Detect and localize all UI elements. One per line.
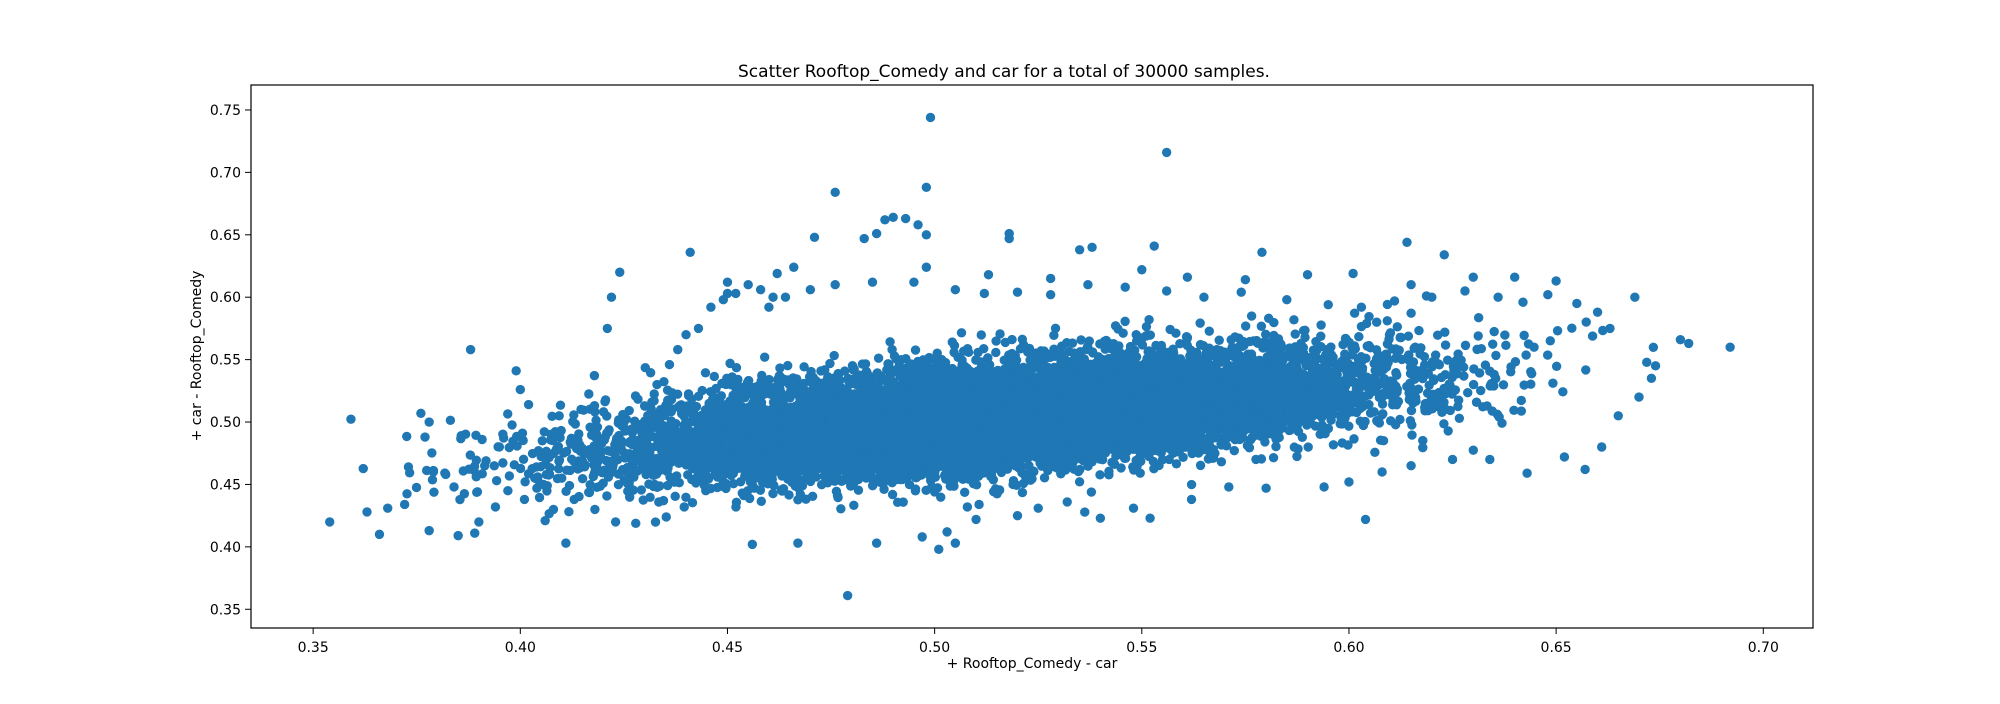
scatter-point: [1463, 387, 1473, 398]
scatter-point: [873, 353, 884, 363]
scatter-point: [853, 485, 864, 495]
scatter-point: [1365, 408, 1376, 418]
scatter-point: [910, 345, 921, 355]
scatter-point: [1086, 487, 1097, 497]
scatter-point: [1316, 423, 1327, 433]
scatter-point: [1418, 435, 1428, 446]
scatter-point: [1370, 447, 1380, 458]
scatter-point: [1110, 321, 1121, 331]
scatter-point: [1406, 405, 1417, 416]
scatter-point: [709, 371, 720, 382]
scatter-point: [687, 498, 698, 508]
scatter-point: [645, 368, 656, 378]
scatter-point: [775, 363, 785, 373]
scatter-point: [358, 463, 368, 474]
scatter-point: [465, 450, 475, 460]
scatter-point: [1409, 343, 1419, 354]
scatter-point: [584, 389, 594, 399]
scatter-point: [1095, 470, 1105, 480]
scatter-point: [1516, 406, 1527, 416]
scatter-point: [1567, 323, 1577, 333]
plot-area: [250, 84, 1814, 629]
scatter-point: [1144, 315, 1154, 325]
scatter-point: [1118, 328, 1128, 338]
scatter-point: [1509, 405, 1519, 416]
scatter-point: [556, 425, 566, 436]
scatter-point: [1137, 340, 1148, 350]
scatter-point: [561, 486, 571, 497]
scatter-point: [504, 471, 515, 481]
scatter-point: [1175, 338, 1185, 349]
scatter-point: [1195, 460, 1206, 471]
scatter-point: [1050, 323, 1061, 334]
scatter-point: [1558, 387, 1568, 397]
scatter-point: [564, 507, 574, 517]
scatter-point: [1229, 445, 1239, 456]
scatter-point: [1349, 308, 1360, 318]
scatter-point: [1500, 330, 1510, 340]
points-layer: [325, 112, 1735, 601]
scatter-point: [728, 479, 739, 489]
scatter-point: [537, 436, 547, 446]
scatter-point: [1442, 355, 1453, 365]
scatter-point: [679, 502, 689, 512]
scatter-point: [1395, 332, 1405, 343]
scatter-point: [1468, 379, 1479, 390]
scatter-point: [1648, 342, 1659, 353]
scatter-point: [1392, 322, 1403, 332]
scatter-point: [346, 414, 356, 424]
scatter-point: [1204, 326, 1214, 336]
chart-title: Scatter Rooftop_Comedy and car for a tot…: [738, 62, 1270, 82]
scatter-point: [507, 420, 517, 430]
scatter-point: [1407, 430, 1417, 440]
scatter-point: [867, 480, 878, 491]
scatter-point: [402, 489, 412, 499]
scatter-point: [1382, 316, 1392, 326]
scatter-point: [598, 407, 609, 417]
scatter-point: [1403, 331, 1414, 341]
scatter-point: [1316, 320, 1326, 330]
scatter-point: [1149, 463, 1159, 474]
scatter-point: [1084, 336, 1094, 346]
scatter-point: [1552, 326, 1563, 336]
scatter-point: [829, 350, 839, 361]
scatter-point: [1406, 308, 1416, 318]
scatter-point: [553, 464, 564, 474]
scatter-point: [1378, 436, 1389, 446]
scatter-point: [681, 492, 691, 503]
scatter-point: [700, 368, 711, 378]
scatter-point: [555, 400, 566, 410]
scatter-point: [1418, 442, 1428, 453]
scatter-point: [1039, 473, 1050, 483]
scatter-point: [962, 502, 973, 512]
scatter-point: [554, 411, 564, 421]
scatter-point: [1488, 339, 1498, 349]
scatter-point: [1344, 421, 1354, 431]
scatter-point: [1378, 409, 1388, 419]
scatter-point: [1323, 423, 1334, 434]
scatter-point: [489, 461, 499, 471]
scatter-point: [1491, 350, 1501, 361]
scatter-point: [631, 518, 641, 529]
scatter-point: [971, 480, 982, 490]
scatter-point: [879, 484, 889, 495]
scatter-point: [547, 411, 557, 421]
scatter-point: [1076, 335, 1086, 345]
scatter-point: [782, 360, 793, 371]
scatter-point: [1195, 318, 1205, 328]
scatter-point: [1581, 365, 1591, 375]
scatter-point: [816, 366, 826, 376]
scatter-point: [427, 448, 437, 458]
